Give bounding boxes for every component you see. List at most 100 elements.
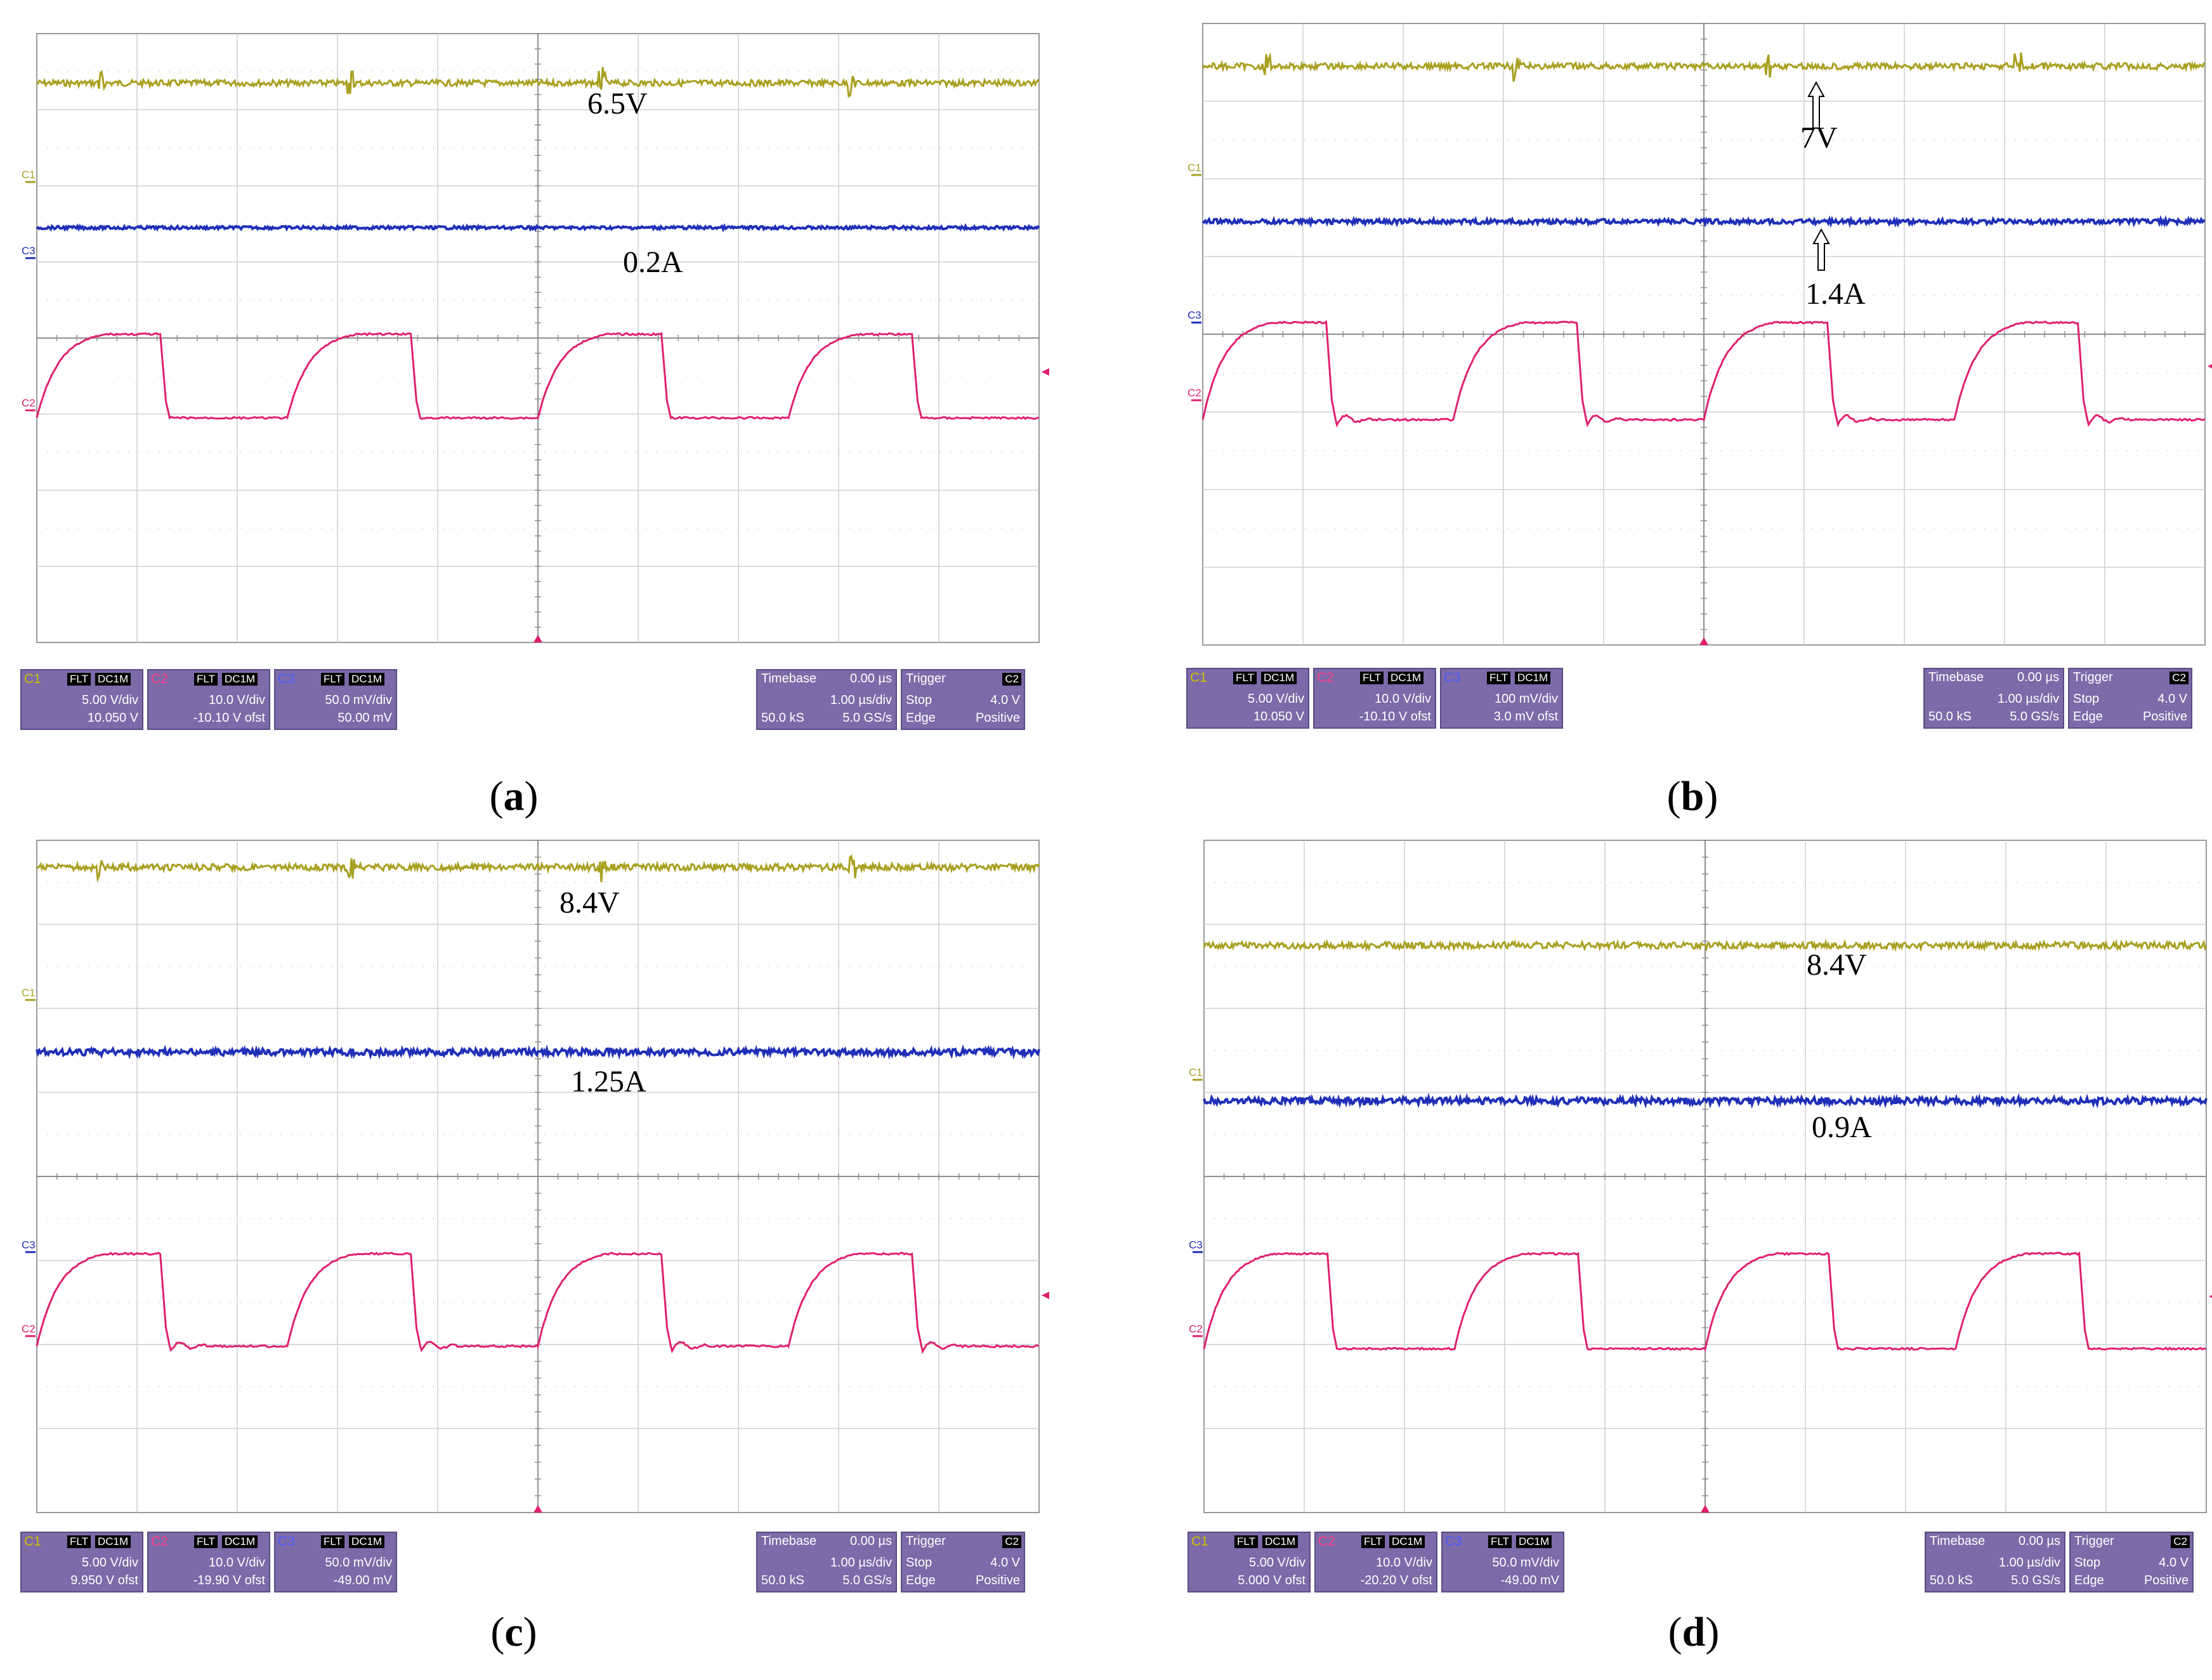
timebase-readout: Timebase 0.00 µs 1.00 µs/div 50.0 kS 5.0… [756, 1532, 897, 1592]
trigger-source: C2 [2171, 1535, 2190, 1548]
c1-ground-label: C1 [1189, 1067, 1203, 1079]
trigger-type: Edge [2074, 1573, 2104, 1587]
trigger-type: Edge [906, 1573, 936, 1587]
c2-flag-flt: FLT [194, 1535, 218, 1548]
c2-flag-dc1m: DC1M [222, 673, 258, 686]
trigger-source: C2 [1002, 1535, 1021, 1548]
c3-offset: -49.00 mV [333, 1573, 392, 1587]
c1-flag-flt: FLT [1233, 672, 1257, 684]
c2-trace [1203, 1251, 2206, 1353]
c1-scale: 5.00 V/div [1248, 692, 1304, 706]
c2-readout: C2 FLT DC1M 10.0 V/div -20.20 V ofst [1314, 1532, 1437, 1592]
trigger-position-marker [1701, 1505, 1710, 1513]
c3-scale: 50.0 mV/div [1492, 1556, 1559, 1570]
c1-readout: C1 FLT DC1M 5.00 V/div 9.950 V ofst [20, 1532, 143, 1592]
timebase-rate: 5.0 GS/s [842, 1573, 892, 1587]
trigger-level-marker [2209, 1294, 2212, 1298]
c2-offset: -10.10 V ofst [1359, 710, 1431, 724]
scope-panel-a: C1 C3 C2 6.5V 0.2A C1 FLT DC1M 5.00 V/div … [19, 30, 1066, 836]
c3-scale: 50.0 mV/div [325, 693, 392, 707]
c3-flag-flt: FLT [1487, 672, 1510, 684]
c3-trace [36, 223, 1040, 233]
c3-readout: C3 FLT DC1M 100 mV/div 3.0 mV ofst [1440, 668, 1563, 729]
c3-scale: 50.0 mV/div [325, 1556, 392, 1570]
trigger-level: 4.0 V [2159, 1556, 2189, 1570]
c1-offset: 9.950 V ofst [70, 1573, 138, 1587]
c1-offset: 10.050 V [87, 711, 138, 725]
c3-offset: -49.00 mV [1500, 1573, 1559, 1587]
c3-label: C3 [1445, 1534, 1462, 1549]
timebase-readout: Timebase 0.00 µs 1.00 µs/div 50.0 kS 5.0… [1923, 668, 2064, 729]
status-bar-a: C1 FLT DC1M 5.00 V/div 10.050 V C2 FLT D… [19, 669, 1066, 730]
timebase-samples: 50.0 kS [1928, 710, 1972, 724]
timebase-samples: 50.0 kS [761, 711, 804, 725]
c3-flag-flt: FLT [1488, 1535, 1512, 1548]
trigger-mode: Stop [906, 1556, 933, 1570]
trigger-mode: Stop [906, 693, 933, 707]
timebase-samples: 50.0 kS [1930, 1573, 1973, 1587]
c2-scale: 10.0 V/div [209, 1556, 265, 1570]
timebase-delay: 0.00 µs [2018, 1534, 2060, 1548]
timebase-delay: 0.00 µs [849, 672, 892, 686]
trigger-readout: Trigger C2 Stop 4.0 V Edge Positive [901, 1532, 1025, 1592]
timebase-rate: 5.0 GS/s [2010, 710, 2059, 724]
voltage-annotation-a: 6.5V [587, 87, 648, 120]
c1-scale: 5.00 V/div [82, 1556, 138, 1570]
trigger-level: 4.0 V [2157, 692, 2187, 706]
c2-ground-label: C2 [1189, 1323, 1203, 1335]
caption-b: (b) [1666, 773, 1718, 819]
trigger-slope: Positive [975, 711, 1020, 725]
timebase-rate: 5.0 GS/s [842, 711, 892, 725]
c1-flag-dc1m: DC1M [1262, 1535, 1299, 1548]
trigger-position-marker [533, 635, 542, 642]
c2-trace [1201, 320, 2206, 428]
c3-flag-flt: FLT [321, 1535, 344, 1548]
c1-label: C1 [1191, 1534, 1208, 1549]
c1-flag-dc1m: DC1M [95, 1535, 131, 1548]
c2-flag-dc1m: DC1M [1389, 1535, 1425, 1548]
c2-scale: 10.0 V/div [209, 693, 265, 707]
c2-flag-flt: FLT [1361, 1535, 1385, 1548]
c3-trace [1201, 215, 2206, 228]
c3-label: C3 [278, 1534, 295, 1549]
c1-trace [36, 854, 1040, 883]
c1-flag-flt: FLT [1234, 1535, 1258, 1548]
c1-label: C1 [24, 672, 41, 686]
trigger-type: Edge [906, 711, 936, 725]
c1-offset: 10.050 V [1253, 710, 1304, 724]
c2-flag-flt: FLT [194, 673, 218, 686]
trigger-level: 4.0 V [990, 693, 1020, 707]
c1-scale: 5.00 V/div [82, 693, 138, 707]
timebase-scale: 1.00 µs/div [1998, 1556, 2060, 1570]
c1-flag-dc1m: DC1M [95, 673, 131, 686]
voltage-annotation-c: 8.4V [560, 886, 620, 920]
c2-trace [36, 1251, 1040, 1354]
c3-flag-dc1m: DC1M [349, 1535, 385, 1548]
c1-trace [1201, 52, 2206, 82]
c3-flag-dc1m: DC1M [349, 673, 385, 686]
trigger-readout: Trigger C2 Stop 4.0 V Edge Positive [901, 669, 1025, 730]
caption-a: (a) [489, 773, 539, 819]
trigger-label: Trigger [2074, 1534, 2114, 1548]
c1-flag-flt: FLT [67, 673, 91, 686]
caption-c: (c) [490, 1609, 537, 1655]
c2-offset: -20.20 V ofst [1360, 1573, 1432, 1587]
c2-trace [36, 332, 1039, 420]
c2-ground-label: C2 [1188, 387, 1201, 399]
timebase-readout: Timebase 0.00 µs 1.00 µs/div 50.0 kS 5.0… [756, 669, 897, 730]
trigger-slope: Positive [975, 1573, 1020, 1587]
c2-scale: 10.0 V/div [1376, 1556, 1432, 1570]
timebase-readout: Timebase 0.00 µs 1.00 µs/div 50.0 kS 5.0… [1925, 1532, 2065, 1592]
c3-ground-label: C3 [22, 1239, 36, 1251]
trigger-mode: Stop [2074, 1556, 2101, 1570]
c1-flag-dc1m: DC1M [1261, 672, 1297, 684]
voltage-annotation-d: 8.4V [1807, 948, 1867, 982]
timebase-scale: 1.00 µs/div [1997, 692, 2059, 706]
c1-readout: C1 FLT DC1M 5.00 V/div 10.050 V [1186, 668, 1309, 729]
c1-flag-flt: FLT [67, 1535, 91, 1548]
timebase-label: Timebase [761, 1534, 817, 1548]
trigger-position-marker [1699, 637, 1708, 645]
scope-plot-b: C1 C3 C2 [1188, 23, 2212, 646]
c3-trace [1203, 1092, 2208, 1109]
c2-label: C2 [1317, 670, 1334, 685]
